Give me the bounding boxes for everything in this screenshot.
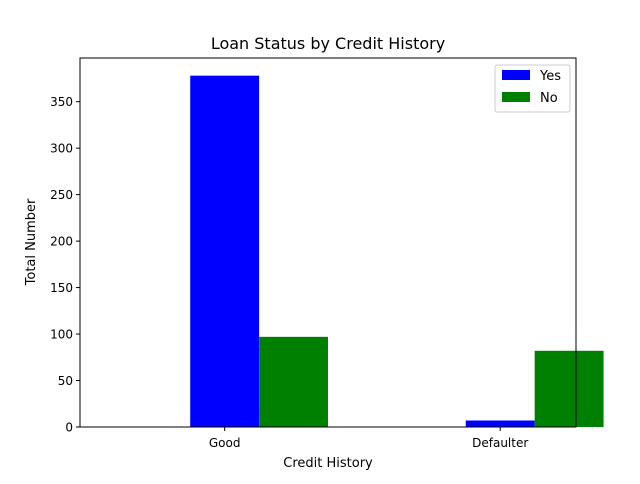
y-axis-label: Total Number: [24, 198, 39, 286]
bar-yes-good: [190, 75, 260, 427]
legend-label-yes: Yes: [539, 69, 561, 84]
chart-title: Loan Status by Credit History: [211, 34, 445, 53]
y-tick-label-200: 200: [50, 235, 73, 249]
y-tick-label-150: 150: [50, 281, 73, 295]
legend: Yes No: [494, 64, 571, 113]
y-tick-label-300: 300: [50, 142, 73, 156]
y-tick-label-250: 250: [50, 188, 73, 202]
legend-label-no: No: [540, 91, 558, 106]
legend-swatch-yes: [502, 70, 530, 80]
y-tick-label-100: 100: [50, 328, 73, 342]
bars-layer: [190, 75, 604, 427]
plot-frame: [79, 57, 577, 428]
y-tick-label-350: 350: [50, 95, 73, 109]
bar-yes-defaulter: [465, 420, 535, 427]
y-axis: 0 50 100 150 200 250 300 350: [50, 95, 80, 435]
legend-swatch-no: [502, 92, 530, 102]
x-axis-label: Credit History: [283, 456, 373, 471]
y-tick-label-0: 0: [65, 421, 73, 435]
x-axis: Good Defaulter: [209, 427, 528, 450]
y-tick-label-50: 50: [58, 374, 73, 388]
x-tick-label-good: Good: [209, 436, 241, 450]
x-tick-label-defaulter: Defaulter: [472, 436, 528, 450]
bar-no-good: [259, 336, 328, 427]
bar-no-defaulter: [534, 350, 604, 427]
